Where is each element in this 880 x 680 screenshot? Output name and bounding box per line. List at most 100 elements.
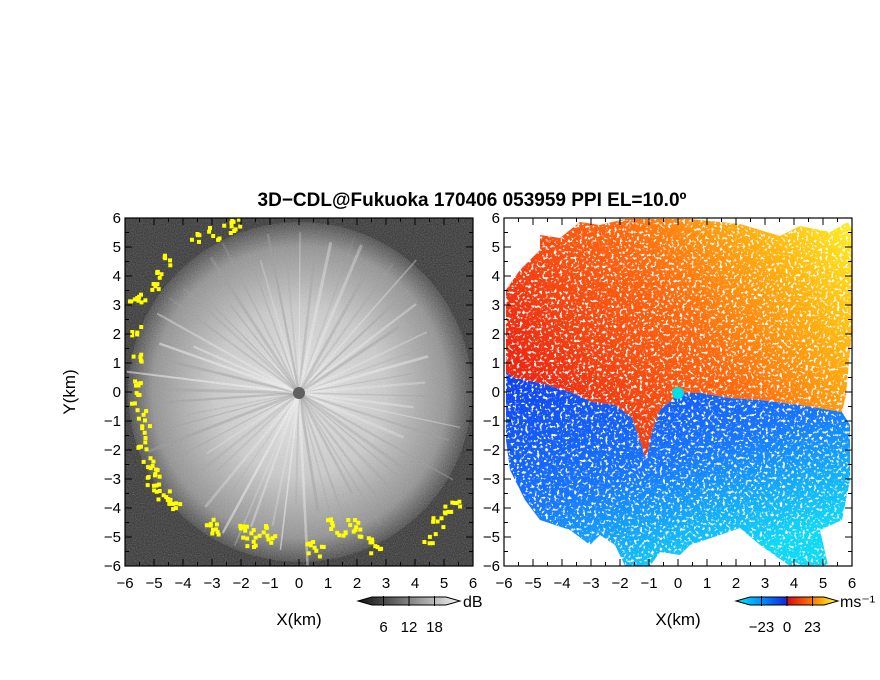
echo-cell bbox=[139, 325, 143, 329]
echo-cell bbox=[258, 534, 262, 538]
x-tick-label: 6 bbox=[469, 575, 477, 592]
y-tick-label: −6 bbox=[483, 558, 500, 575]
echo-cell bbox=[148, 424, 152, 428]
echo-cell bbox=[359, 535, 363, 539]
echo-cell bbox=[262, 530, 266, 534]
echo-cell bbox=[144, 409, 148, 413]
x-tick-label: 6 bbox=[848, 575, 856, 592]
echo-cell bbox=[163, 254, 167, 258]
y-tick-label: 0 bbox=[113, 384, 121, 401]
y-tick-label: 4 bbox=[113, 268, 121, 285]
echo-cell bbox=[158, 489, 162, 493]
x-tick-label: −3 bbox=[582, 575, 599, 592]
y-tick-label: −3 bbox=[104, 471, 121, 488]
echo-cell bbox=[431, 541, 435, 545]
echo-cell bbox=[269, 541, 273, 545]
x-tick-label: 4 bbox=[411, 575, 419, 592]
echo-cell bbox=[358, 528, 362, 532]
echo-cell bbox=[243, 525, 247, 529]
echo-cell bbox=[230, 224, 234, 228]
echo-cell bbox=[307, 551, 311, 555]
echo-cell bbox=[211, 234, 215, 238]
colorbar-tick-label: 23 bbox=[804, 619, 821, 636]
velocity-center-marker bbox=[672, 387, 684, 399]
echo-cell bbox=[157, 497, 161, 501]
y-tick-label: −2 bbox=[483, 442, 500, 459]
velocity-heatmap bbox=[504, 218, 852, 566]
echo-cell bbox=[373, 544, 377, 548]
echo-cell bbox=[337, 533, 341, 537]
echo-cell bbox=[207, 230, 211, 234]
echo-cell bbox=[252, 540, 256, 544]
echo-cell bbox=[229, 231, 233, 235]
snr-colorbar-unit: dB bbox=[463, 594, 483, 611]
echo-cell bbox=[436, 520, 440, 524]
echo-cell bbox=[431, 520, 435, 524]
echo-cell bbox=[458, 505, 462, 509]
echo-cell bbox=[238, 225, 242, 229]
y-tick-label: −2 bbox=[104, 442, 121, 459]
echo-cell bbox=[162, 493, 166, 497]
echo-cell bbox=[457, 500, 461, 504]
echo-cell bbox=[205, 523, 209, 527]
echo-cell bbox=[428, 535, 432, 539]
x-tick-label: 0 bbox=[295, 575, 303, 592]
echo-cell bbox=[450, 501, 454, 505]
echo-cell bbox=[249, 531, 253, 535]
echo-cell bbox=[208, 226, 212, 230]
echo-cell bbox=[168, 263, 172, 267]
echo-cell bbox=[135, 332, 139, 336]
echo-cell bbox=[443, 511, 447, 515]
colorbar-tick-label: −23 bbox=[749, 619, 774, 636]
colorbar-tick-label: 12 bbox=[401, 619, 418, 636]
echo-cell bbox=[348, 523, 352, 527]
echo-cell bbox=[138, 393, 142, 397]
y-tick-label: 1 bbox=[492, 355, 500, 372]
snr-heatmap bbox=[125, 218, 473, 568]
velocity-x-axis-label: X(km) bbox=[655, 610, 700, 629]
echo-cell bbox=[171, 502, 175, 506]
y-tick-label: −5 bbox=[483, 529, 500, 546]
echo-cell bbox=[158, 475, 162, 479]
y-tick-label: 3 bbox=[113, 297, 121, 314]
echo-cell bbox=[168, 489, 172, 493]
echo-cell bbox=[133, 401, 137, 405]
echo-cell bbox=[197, 240, 201, 244]
echo-cell bbox=[265, 534, 269, 538]
echo-cell bbox=[209, 524, 213, 528]
echo-cell bbox=[166, 498, 170, 502]
echo-cell bbox=[217, 533, 221, 537]
y-tick-label: −1 bbox=[483, 413, 500, 430]
echo-cell bbox=[264, 524, 268, 528]
echo-cell bbox=[313, 546, 317, 550]
y-tick-label: 0 bbox=[492, 384, 500, 401]
x-tick-label: 0 bbox=[674, 575, 682, 592]
echo-cell bbox=[132, 355, 136, 359]
echo-cell bbox=[243, 529, 247, 533]
echo-cell bbox=[153, 472, 157, 476]
x-tick-label: −1 bbox=[640, 575, 657, 592]
echo-cell bbox=[146, 483, 150, 487]
echo-cell bbox=[128, 299, 132, 303]
echo-cell bbox=[136, 446, 140, 450]
echo-cell bbox=[320, 545, 324, 549]
echo-cell bbox=[215, 522, 219, 526]
echo-cell bbox=[156, 468, 160, 472]
y-tick-label: 3 bbox=[492, 297, 500, 314]
echo-cell bbox=[143, 431, 147, 435]
echo-cell bbox=[311, 540, 315, 544]
echo-cell bbox=[155, 484, 159, 488]
echo-cell bbox=[143, 298, 147, 302]
echo-cell bbox=[167, 502, 171, 506]
y-tick-label: −3 bbox=[483, 471, 500, 488]
figure: 3D−CDL@Fukuoka 170406 053959 PPI EL=10.0… bbox=[0, 0, 880, 680]
echo-cell bbox=[190, 238, 194, 242]
velocity-panel: −6 −5 −4 −3 −2 −1 0 1 2 3 4 5 6−6−5−4−3−2−10123456 X… bbox=[483, 210, 875, 636]
y-tick-label: 1 bbox=[113, 355, 121, 372]
snr-y-axis-label: Y(km) bbox=[60, 369, 79, 414]
echo-cell bbox=[449, 510, 453, 514]
echo-cell bbox=[168, 258, 172, 262]
echo-cell bbox=[441, 525, 445, 529]
echo-cell bbox=[210, 532, 214, 536]
echo-cell bbox=[273, 534, 277, 538]
